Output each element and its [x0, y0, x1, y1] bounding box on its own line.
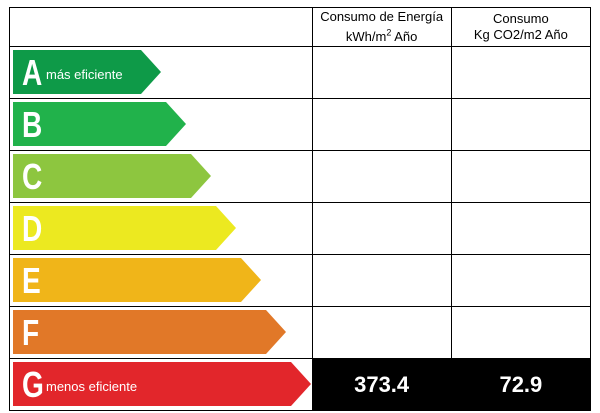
co2-value-cell	[450, 306, 592, 359]
rating-label-cell: F	[9, 306, 313, 359]
rating-letter: A	[22, 52, 43, 93]
header-empty-cell	[9, 7, 313, 47]
energy-value-cell	[311, 202, 452, 255]
energy-value-cell	[311, 254, 452, 307]
rating-arrow-b: B	[13, 102, 186, 146]
rating-letter: E	[22, 260, 41, 301]
energy-value-cell	[311, 46, 452, 99]
header-energy-title: Consumo de Energía	[320, 8, 444, 24]
rating-label-cell: C	[9, 150, 313, 203]
header-co2-consumption: Consumo Kg CO2/m2 Año	[450, 7, 592, 47]
rating-sublabel: menos eficiente	[46, 379, 138, 394]
co2-value-cell	[450, 150, 592, 203]
rating-arrow-e: E	[13, 258, 261, 302]
energy-value-cell	[311, 150, 452, 203]
energy-certificate-table: Consumo de Energía kWh/m2 Año Consumo Kg…	[9, 7, 592, 411]
rating-label-cell: E	[9, 254, 313, 307]
header-co2-unit: Kg CO2/m2 Año	[473, 27, 568, 42]
rating-row-b: B	[9, 98, 592, 151]
energy-value-cell: 373.4	[311, 358, 452, 411]
energy-value-cell	[311, 306, 452, 359]
rating-row-f: F	[9, 306, 592, 359]
rating-arrow-f: F	[13, 310, 286, 354]
rating-letter: C	[22, 156, 43, 197]
rating-row-e: E	[9, 254, 592, 307]
unit-superscript: 2	[386, 27, 392, 38]
rating-row-d: D	[9, 202, 592, 255]
rating-letter: G	[22, 364, 44, 405]
rating-letter: F	[22, 312, 40, 353]
energy-value-cell	[311, 98, 452, 151]
co2-value-cell	[450, 46, 592, 99]
co2-value-cell	[450, 202, 592, 255]
rating-row-c: C	[9, 150, 592, 203]
rating-sublabel: más eficiente	[46, 67, 123, 82]
co2-value-cell	[450, 254, 592, 307]
header-energy-consumption: Consumo de Energía kWh/m2 Año	[311, 7, 452, 47]
rating-arrow-d: D	[13, 206, 236, 250]
co2-value-cell	[450, 98, 592, 151]
header-energy-unit: kWh/m2 Año	[345, 27, 418, 45]
co2-value-cell: 72.9	[450, 358, 592, 411]
rating-letter: B	[22, 104, 43, 145]
rating-label-cell: D	[9, 202, 313, 255]
rating-arrow-c: C	[13, 154, 211, 198]
rating-letter: D	[22, 208, 43, 249]
header-co2-title: Consumo	[493, 11, 549, 26]
rating-label-cell: B	[9, 98, 313, 151]
